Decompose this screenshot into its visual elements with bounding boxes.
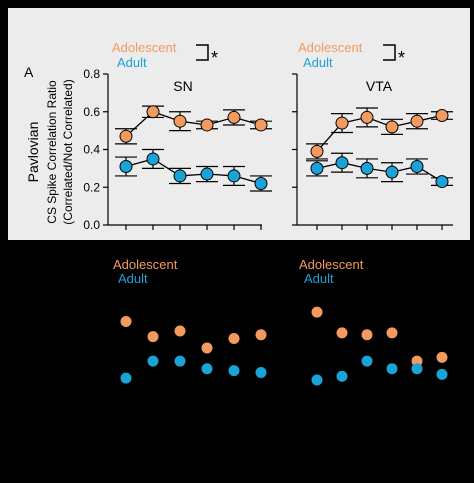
bottom-right-adult-point xyxy=(386,363,398,375)
top-right-legend-adolescent: Adolescent xyxy=(298,40,363,55)
y-label-line2: (Correlated/Not Correlated) xyxy=(61,79,75,224)
y-label-outer: Pavlovian xyxy=(25,122,41,183)
sn-adult-point xyxy=(146,152,160,166)
sn-y-tick-label: 0.0 xyxy=(83,218,100,232)
vta-adolescent-point xyxy=(435,109,449,123)
top-left-legend-adolescent: Adolescent xyxy=(112,40,177,55)
bottom-right-adult-point xyxy=(336,370,348,382)
bottom-left-adolescent-point xyxy=(147,331,159,343)
top-right-significance-bracket xyxy=(383,44,396,61)
bottom-left-adult-point xyxy=(228,365,240,377)
bottom-right-adolescent-point xyxy=(336,327,348,339)
sn-y-tick-label: 0.2 xyxy=(83,180,100,194)
vta-adult-point xyxy=(310,161,324,175)
sn-adult-point xyxy=(227,169,241,183)
vta-title: VTA xyxy=(366,78,393,94)
top-right-legend-adult: Adult xyxy=(303,55,333,70)
top-left-legend-adult: Adult xyxy=(117,55,147,70)
vta-adolescent-point xyxy=(360,110,374,124)
vta-adult-point xyxy=(410,159,424,173)
bottom-right-adolescent-point xyxy=(361,329,373,341)
bottom-right-adolescent-point xyxy=(436,351,448,363)
vta-adolescent-point xyxy=(335,116,349,130)
bottom-right-adolescent-point xyxy=(411,355,423,367)
bottom-right-adult-point xyxy=(411,363,423,375)
sn-adult-point xyxy=(254,176,268,190)
bottom-left-adult-point xyxy=(255,366,267,378)
bottom-right-legend-adolescent: Adolescent xyxy=(299,257,364,272)
sn-y-tick-label: 0.6 xyxy=(83,105,100,119)
bottom-left-adolescent-point xyxy=(255,329,267,341)
top-left-significance-bracket xyxy=(196,44,209,61)
bottom-left-adult-point xyxy=(201,363,213,375)
bottom-left-adolescent-point xyxy=(174,325,186,337)
top-left-significance-mark: * xyxy=(211,48,218,68)
sn-adolescent-point xyxy=(173,114,187,128)
vta-adult-point xyxy=(360,161,374,175)
bottom-left-adolescent-point xyxy=(120,316,132,328)
sn-adolescent-point xyxy=(200,118,214,132)
vta-adolescent-point xyxy=(310,144,324,158)
y-label-line1: CS Spike Correlation Ratio xyxy=(45,80,59,224)
sn-adolescent-point xyxy=(146,105,160,119)
sn-y-tick-label: 0.4 xyxy=(83,143,100,157)
bottom-right-adult-point xyxy=(361,355,373,367)
vta-adult-point xyxy=(385,165,399,179)
bottom-left-adult-point xyxy=(120,372,132,384)
sn-adolescent-point xyxy=(227,110,241,124)
sn-y-tick-label: 0.8 xyxy=(83,67,100,81)
bottom-left-legend-adult: Adult xyxy=(118,271,148,286)
charts-layer: 0.0 0.2 0.4 0.6 0.8 xyxy=(83,67,453,435)
bottom-right-adult-point xyxy=(311,374,323,386)
vta-adult-point xyxy=(335,156,349,170)
sn-adult-point xyxy=(173,169,187,183)
sn-adult-point xyxy=(119,159,133,173)
bottom-right-adolescent-point xyxy=(311,306,323,318)
sn-title: SN xyxy=(173,78,192,94)
vta-adolescent-point xyxy=(385,120,399,134)
sn-adolescent-point xyxy=(254,118,268,132)
bottom-left-adolescent-point xyxy=(228,333,240,345)
bottom-left-adult-point xyxy=(147,355,159,367)
top-panel-background xyxy=(8,8,470,240)
sn-adult-point xyxy=(200,167,214,181)
bottom-left-adult-point xyxy=(174,355,186,367)
bottom-left-legend-adolescent: Adolescent xyxy=(113,257,178,272)
top-right-significance-mark: * xyxy=(398,48,405,68)
bottom-right-adult-point xyxy=(436,368,448,380)
bottom-right-legend-adult: Adult xyxy=(304,271,334,286)
vta-adult-point xyxy=(435,175,449,189)
bottom-left-adolescent-point xyxy=(201,342,213,354)
bottom-right-adolescent-point xyxy=(386,327,398,339)
panel-label: A xyxy=(24,64,34,80)
vta-adolescent-point xyxy=(410,114,424,128)
sn-adolescent-point xyxy=(119,129,133,143)
